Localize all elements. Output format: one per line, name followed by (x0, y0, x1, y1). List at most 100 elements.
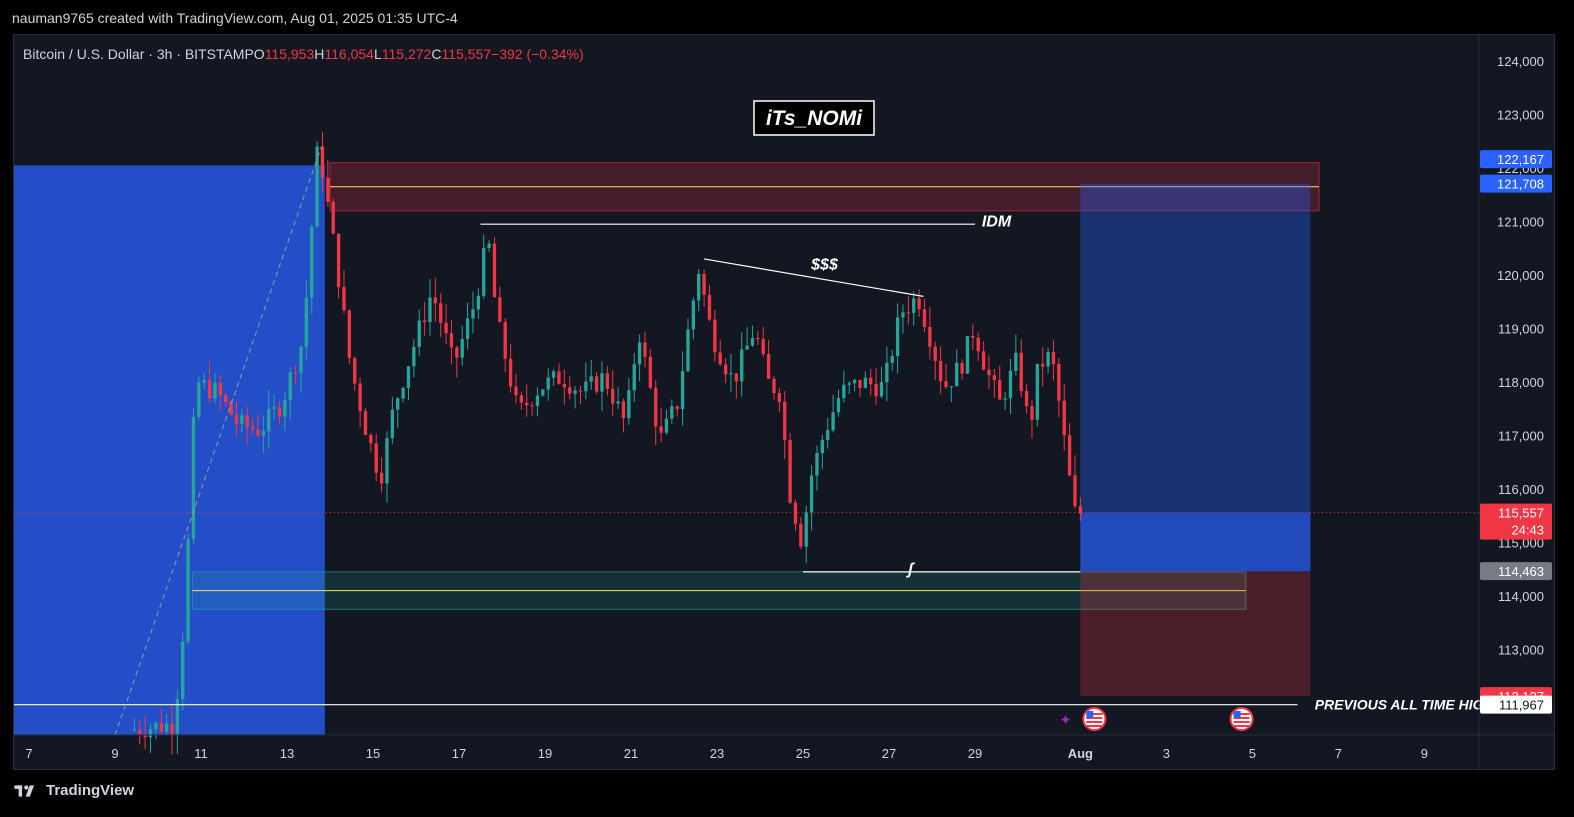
candle-body (766, 354, 771, 379)
candle-body (729, 373, 733, 375)
time-tick-label: 7 (1335, 746, 1342, 761)
candle-body (1035, 363, 1040, 420)
drawn-line (703, 258, 924, 297)
candle-body (267, 408, 271, 432)
flag-canton (1233, 711, 1241, 718)
candle-body (686, 329, 690, 372)
candle-body (600, 373, 604, 392)
candle-body (605, 373, 610, 389)
candle-body (648, 356, 653, 388)
price-tick-label: 121,000 (1497, 215, 1544, 230)
candle-body (670, 406, 674, 419)
candle-body (955, 362, 959, 387)
candle-body (971, 336, 975, 338)
candle-body (788, 440, 792, 503)
candle-body (181, 641, 185, 700)
candle-body (390, 409, 395, 439)
candle-body (616, 401, 620, 404)
candle-body (422, 320, 427, 323)
zones-layer (0, 162, 1479, 736)
candle-body (143, 734, 147, 738)
price-label-text: 111,967 (1499, 698, 1544, 713)
candle-body (654, 387, 658, 427)
candle-body (213, 382, 217, 399)
candle-body (541, 389, 545, 396)
watermark-text: iTs_NOMi (766, 107, 863, 130)
candle-body (503, 321, 507, 359)
candle-body (385, 438, 389, 484)
time-tick-label: 9 (1421, 746, 1428, 761)
candle-body (885, 362, 889, 383)
candle-body (433, 297, 438, 304)
candle-body (530, 405, 534, 407)
candle-body (449, 333, 454, 348)
annotation-label: PREVIOUS ALL TIME HIGH - (1315, 697, 1503, 713)
candle-body (890, 355, 894, 363)
candle-body (304, 297, 309, 347)
candle-body (917, 298, 921, 310)
economic-event-aug5[interactable] (1229, 707, 1254, 731)
candle-body (976, 337, 980, 352)
candle-body (594, 376, 599, 392)
price-tick-label: 113,000 (1498, 642, 1544, 657)
legend-part: 115,557 (441, 46, 491, 62)
sparkle-icon[interactable]: ✦ (1059, 712, 1072, 729)
candle-body (783, 401, 787, 441)
price-axis: 113,000114,000115,000116,000117,000118,0… (1478, 35, 1552, 769)
time-tick-label: 25 (796, 746, 810, 761)
candle-body (659, 426, 663, 433)
candle-body (944, 381, 948, 387)
candle-body (1019, 352, 1023, 392)
candle-body (643, 342, 647, 357)
candle-body (132, 729, 137, 731)
candle-body (476, 295, 481, 310)
time-tick-label: 27 (882, 746, 896, 761)
candle-body (148, 729, 153, 738)
candle-body (455, 347, 459, 358)
candle-body (691, 300, 696, 330)
candle-body (938, 360, 943, 382)
candle-body (627, 390, 631, 419)
candle-body (326, 177, 330, 202)
candle-body (186, 539, 190, 642)
price-tick-label: 124,000 (1497, 54, 1544, 69)
candle-body (680, 371, 685, 410)
candle-body (992, 375, 997, 380)
candle-body (164, 723, 169, 732)
candle-body (664, 418, 669, 433)
candle-body (1030, 406, 1034, 420)
annotation-label: IDM (982, 214, 1012, 231)
candle-body (175, 699, 180, 735)
candle-body (1008, 370, 1013, 399)
candle-body (1078, 506, 1083, 514)
candle-body (498, 297, 502, 322)
watermark-box (753, 100, 875, 136)
candle-body (1051, 352, 1056, 365)
time-tick-label: 21 (624, 746, 638, 761)
candle-body (879, 382, 884, 397)
candle-body (492, 243, 497, 298)
candle-body (922, 309, 927, 327)
candle-body (487, 243, 491, 248)
zone-blue (0, 165, 325, 736)
candle-body (353, 358, 357, 384)
candle-body (261, 431, 266, 436)
flag-stripe (1086, 725, 1103, 727)
time-axis: 7 9 11 13 15 17 19 21 23 25 27 29 Aug 3 5 7 9 (14, 734, 1554, 761)
flag-stripe (1233, 725, 1250, 727)
flag-stripe (1086, 717, 1103, 719)
candle-body (1062, 400, 1066, 436)
candle-body (702, 273, 706, 295)
chart-frame[interactable]: IDM $$$ ʃ PREVIOUS ALL TIME HIGH - iTs_NOMi … (0, 34, 1555, 770)
flag-stripe (1233, 721, 1250, 723)
time-tick-label: 5 (1249, 746, 1256, 761)
candle-body (632, 364, 636, 391)
candle-body (170, 723, 174, 735)
legend: Bitcoin / U.S. Dollar · 3h · BITSTAMPO11… (23, 46, 584, 62)
candle-body (949, 386, 954, 388)
tradingview-branding[interactable]: TradingView (14, 782, 134, 799)
candle-body (793, 502, 798, 524)
candle-body (363, 411, 368, 435)
economic-event-aug1[interactable] (1082, 707, 1107, 731)
